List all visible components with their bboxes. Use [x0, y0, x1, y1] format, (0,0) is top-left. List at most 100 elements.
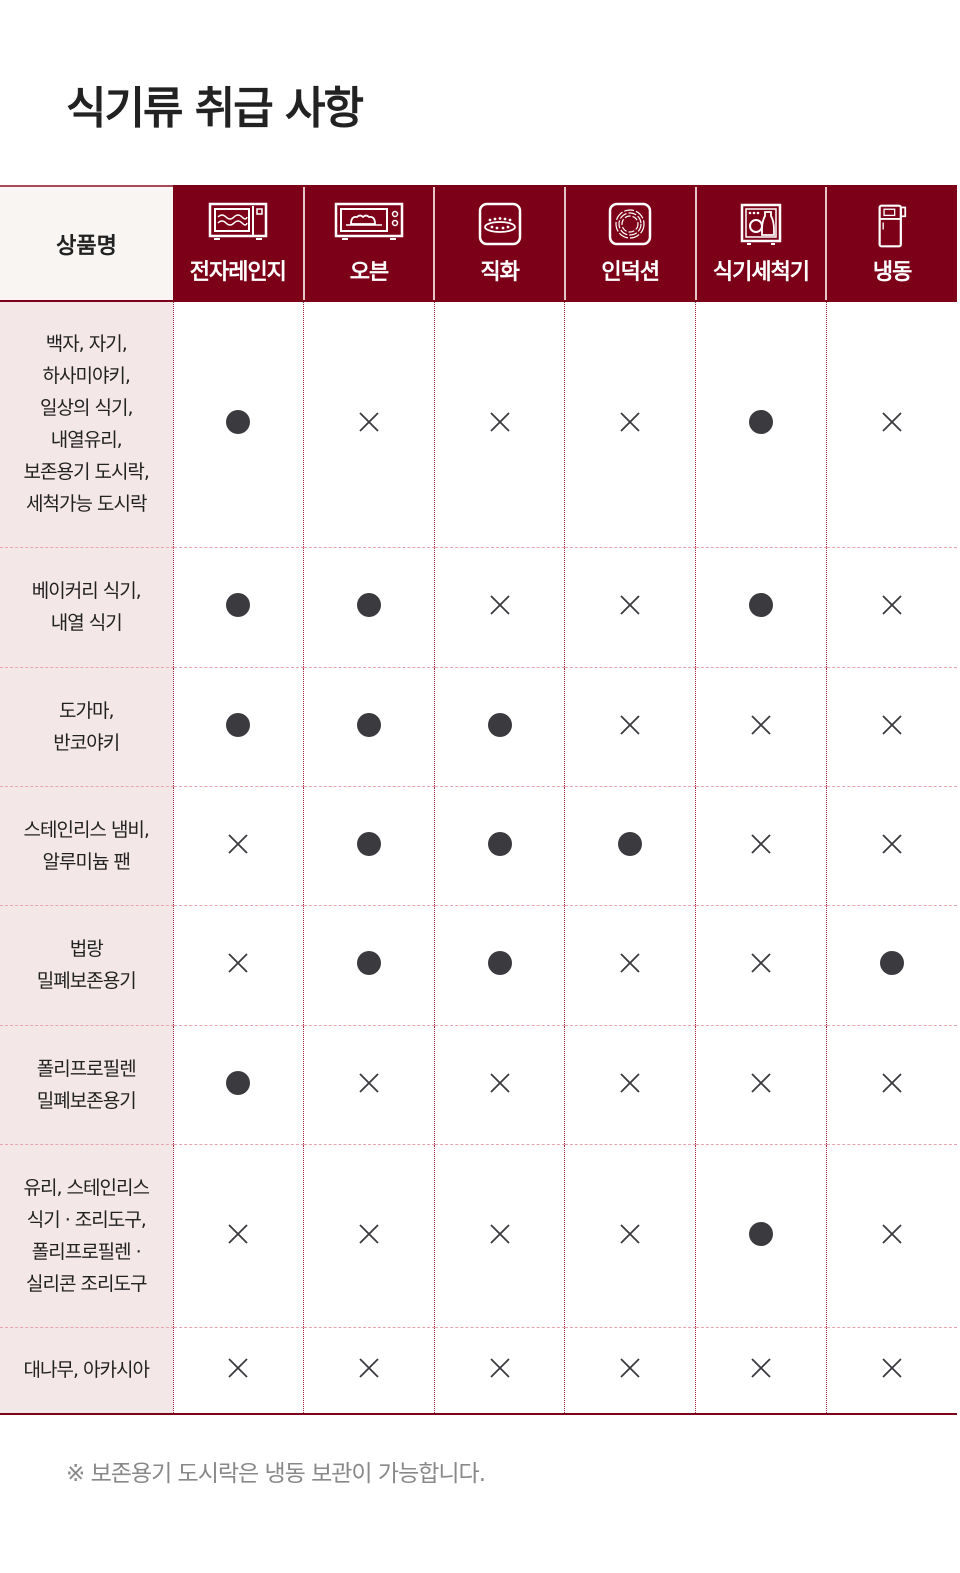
- column-label: 직화: [480, 259, 519, 285]
- column-header-3: 직화: [433, 185, 565, 302]
- compat-cell: [564, 1326, 696, 1415]
- footnote: ※ 보존용기 도시락은 냉동 보관이 가능합니다.: [66, 1461, 486, 1487]
- compat-cell: [433, 1143, 565, 1327]
- product-name: 유리, 스테인리스 식기 · 조리도구, 폴리프로필렌 · 실리콘 조리도구: [0, 1143, 173, 1327]
- product-name: 법랑 밀폐보존용기: [0, 904, 173, 1025]
- x-mark-icon: [357, 1222, 381, 1246]
- filled-circle-icon: [487, 951, 512, 975]
- product-name: 도가마, 반코야키: [0, 666, 173, 786]
- filled-circle-icon: [356, 951, 381, 975]
- filled-circle-icon: [226, 593, 251, 617]
- column-label: 인덕션: [601, 259, 660, 285]
- table-row: 법랑 밀폐보존용기: [0, 904, 957, 1025]
- compat-cell: [433, 546, 565, 667]
- compat-cell: [433, 785, 565, 905]
- compat-cell: [172, 666, 304, 786]
- page-title: 식기류 취급 사항: [66, 83, 364, 134]
- compat-cell: [695, 1024, 827, 1144]
- compat-cell: [825, 546, 957, 667]
- table-row: 유리, 스테인리스 식기 · 조리도구, 폴리프로필렌 · 실리콘 조리도구: [0, 1143, 957, 1327]
- oven-icon: [305, 202, 434, 246]
- compat-cell: [695, 666, 827, 786]
- compat-cell: [695, 904, 827, 1025]
- x-mark-icon: [618, 713, 642, 737]
- filled-circle-icon: [356, 712, 381, 737]
- product-name: 스테인리스 냄비, 알루미늄 팬: [0, 785, 173, 905]
- x-mark-icon: [357, 410, 381, 434]
- product-name: 백자, 자기, 하사미야키, 일상의 식기, 내열유리, 보존용기 도시락, 세…: [0, 301, 173, 547]
- compat-cell: [825, 1143, 957, 1327]
- x-mark-icon: [880, 593, 904, 617]
- filled-circle-icon: [226, 1070, 251, 1095]
- x-mark-icon: [226, 1356, 250, 1380]
- compat-cell: [303, 666, 435, 786]
- compat-cell: [172, 301, 304, 547]
- compat-cell: [825, 1024, 957, 1144]
- x-mark-icon: [749, 951, 773, 975]
- column-label: 오븐: [349, 259, 389, 285]
- x-mark-icon: [880, 713, 904, 737]
- column-header-4: 인덕션: [563, 185, 696, 302]
- filled-circle-icon: [487, 831, 512, 856]
- compat-cell: [695, 1326, 827, 1415]
- compat-cell: [564, 1143, 696, 1327]
- compat-cell: [303, 546, 435, 667]
- x-mark-icon: [880, 1356, 904, 1380]
- compat-cell: [695, 1143, 827, 1327]
- x-mark-icon: [749, 832, 773, 856]
- compat-cell: [825, 301, 957, 547]
- x-mark-icon: [226, 832, 250, 856]
- induction-icon: [566, 202, 695, 246]
- compat-cell: [695, 785, 827, 905]
- filled-circle-icon: [226, 712, 251, 737]
- compat-cell: [172, 904, 304, 1025]
- compat-cell: [433, 904, 565, 1025]
- compat-cell: [564, 904, 696, 1025]
- compat-cell: [564, 666, 696, 786]
- compat-cell: [695, 301, 827, 547]
- compat-cell: [564, 301, 696, 547]
- x-mark-icon: [749, 1071, 773, 1095]
- compat-cell: [303, 301, 435, 547]
- filled-circle-icon: [487, 712, 512, 737]
- compat-cell: [564, 546, 696, 667]
- x-mark-icon: [618, 1071, 642, 1095]
- compat-cell: [303, 1143, 435, 1327]
- x-mark-icon: [749, 1356, 773, 1380]
- column-label: 전자레인지: [189, 259, 287, 285]
- product-name: 베이커리 식기, 내열 식기: [0, 546, 173, 667]
- x-mark-icon: [618, 951, 642, 975]
- column-header-2: 오븐: [302, 185, 435, 302]
- column-label: 냉동: [872, 259, 912, 285]
- compat-cell: [825, 666, 957, 786]
- x-mark-icon: [226, 1222, 250, 1246]
- table-row: 폴리프로필렌 밀폐보존용기: [0, 1024, 957, 1144]
- filled-circle-icon: [748, 593, 773, 617]
- compat-cell: [433, 301, 565, 547]
- table-row: 스테인리스 냄비, 알루미늄 팬: [0, 785, 957, 905]
- x-mark-icon: [880, 410, 904, 434]
- x-mark-icon: [488, 1356, 512, 1380]
- compat-cell: [172, 1326, 304, 1415]
- compat-cell: [564, 1024, 696, 1144]
- compat-cell: [172, 1024, 304, 1144]
- filled-circle-icon: [748, 410, 773, 435]
- x-mark-icon: [488, 1071, 512, 1095]
- gas-burner-icon: [435, 202, 564, 246]
- x-mark-icon: [618, 1222, 642, 1246]
- filled-circle-icon: [226, 410, 251, 435]
- compat-cell: [695, 546, 827, 667]
- x-mark-icon: [880, 832, 904, 856]
- table-row: 베이커리 식기, 내열 식기: [0, 546, 957, 667]
- compat-cell: [825, 785, 957, 905]
- handling-table: 상품명 전자레인지 오븐 직화 인덕션 식기세척기 냉동 백자, 자기, 하사미야키, 일…: [0, 185, 957, 1415]
- product-name: 폴리프로필렌 밀폐보존용기: [0, 1024, 173, 1144]
- dishwasher-icon: [697, 202, 826, 246]
- x-mark-icon: [749, 713, 773, 737]
- microwave-icon: [173, 202, 303, 246]
- filled-circle-icon: [356, 593, 381, 617]
- column-label: 식기세척기: [712, 259, 810, 285]
- compat-cell: [825, 904, 957, 1025]
- compat-cell: [825, 1326, 957, 1415]
- compat-cell: [172, 546, 304, 667]
